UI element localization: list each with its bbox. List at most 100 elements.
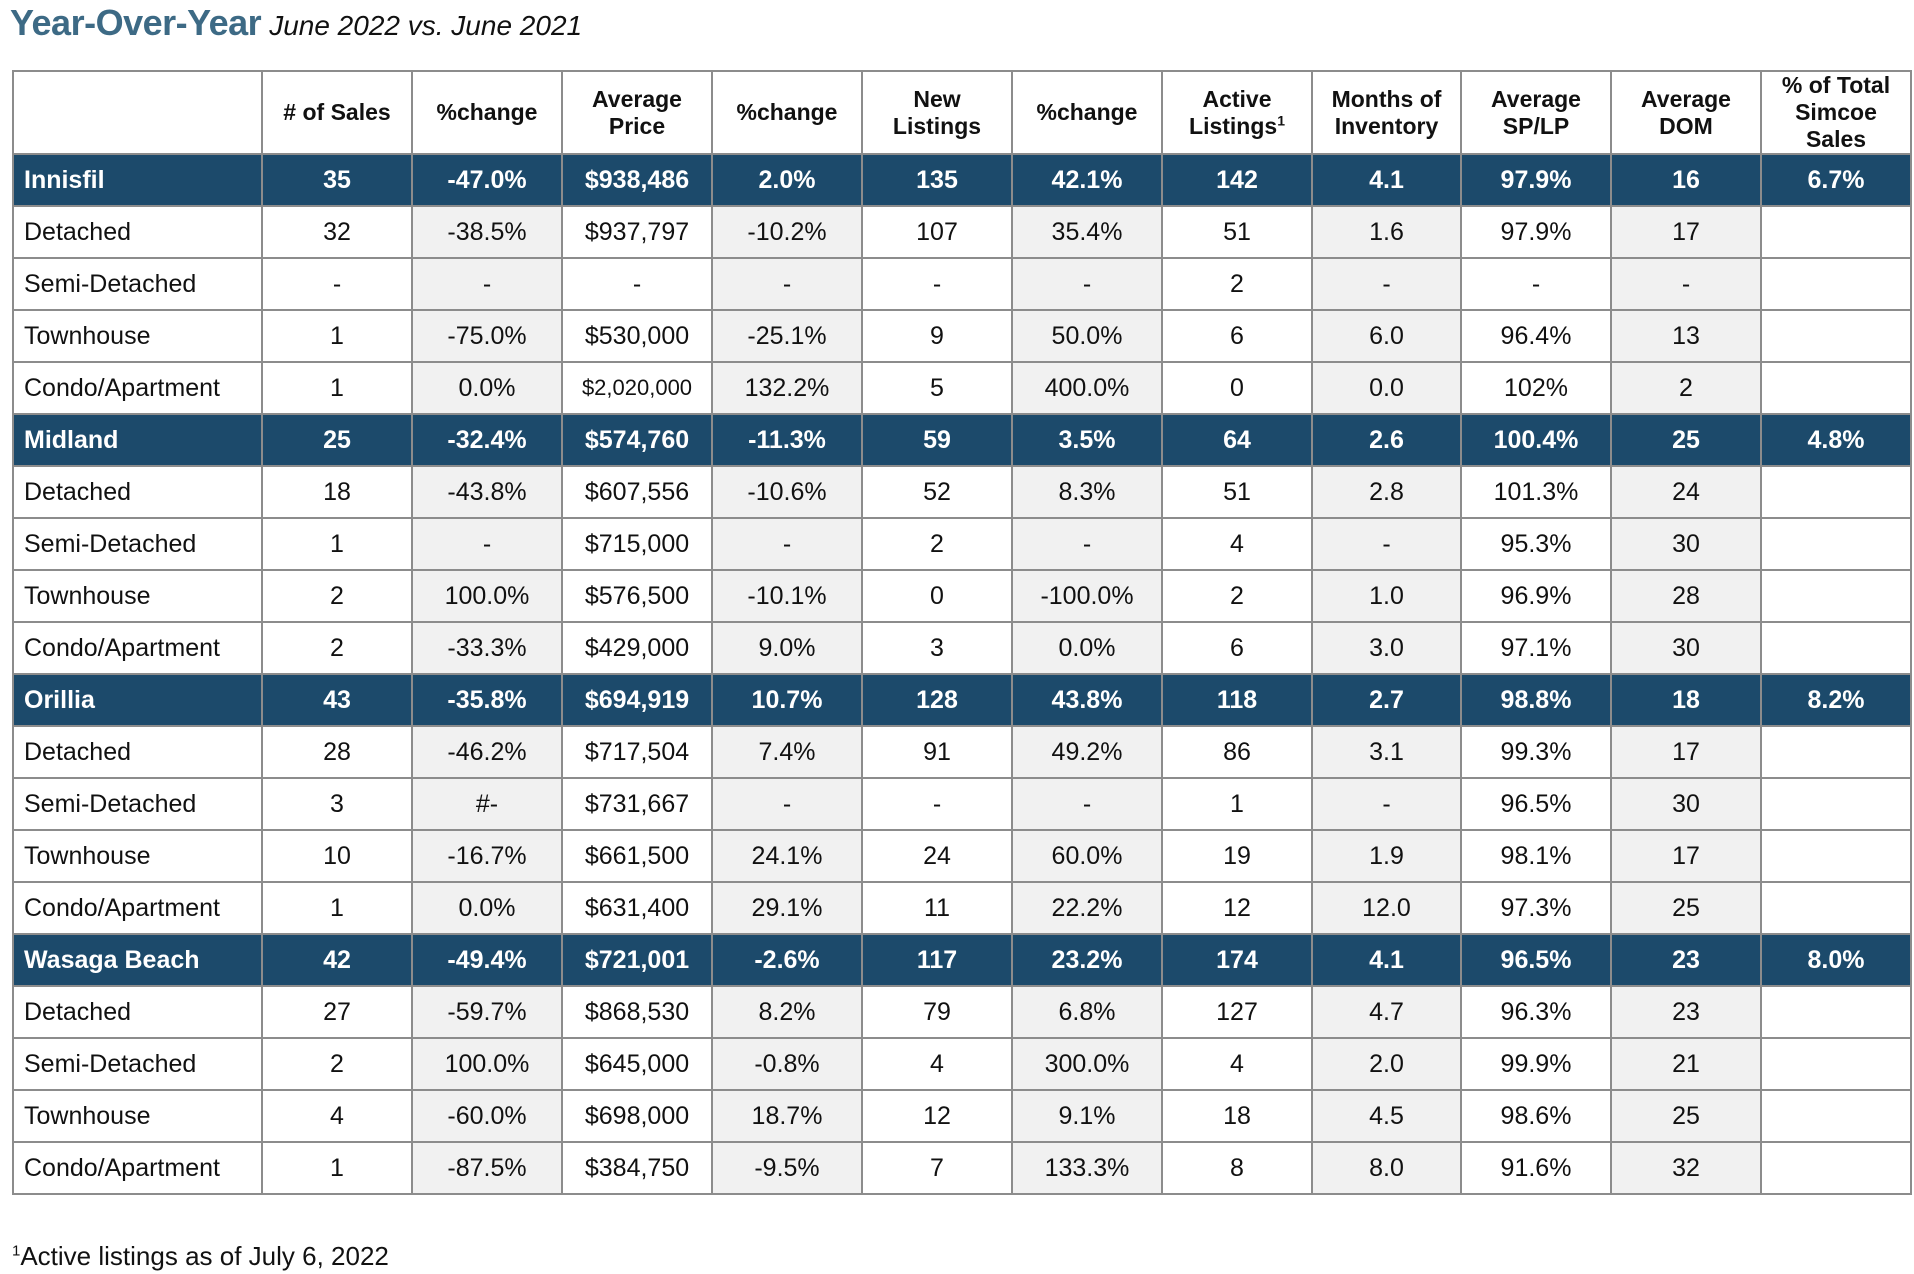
table-cell: 32 [1610, 1141, 1762, 1195]
table-cell: 99.3% [1460, 725, 1612, 779]
table-body: Innisfil 35 -47.0% $938,486 2.0% 135 42.1% 142 4… [12, 153, 1912, 1195]
property-type: Condo/Apartment [12, 1141, 263, 1195]
table-cell: 97.1% [1460, 621, 1612, 675]
table-cell: -2.6% [711, 933, 863, 987]
table-cell: 97.3% [1460, 881, 1612, 935]
table-cell: $731,667 [561, 777, 713, 831]
table-cell: 21 [1610, 1037, 1762, 1091]
table-cell: $661,500 [561, 829, 713, 883]
table-cell [1760, 569, 1912, 623]
table-cell [1760, 205, 1912, 259]
table-cell: 6.8% [1011, 985, 1163, 1039]
region-name: Midland [12, 413, 263, 467]
table-cell: 3 [861, 621, 1013, 675]
property-type-row: Detached 27 -59.7% $868,530 8.2% 79 6.8% 127 4.7… [12, 985, 1912, 1039]
table-cell: 6.0 [1311, 309, 1462, 363]
property-type-row: Semi-Detached 1- $715,000-2-4-95.3% 30 [12, 517, 1912, 571]
table-cell: 96.5% [1460, 777, 1612, 831]
table-cell: 5 [861, 361, 1013, 415]
column-header: Average DOM [1610, 70, 1762, 155]
column-header: % of Total Simcoe Sales [1760, 70, 1912, 155]
table-cell: #- [411, 777, 563, 831]
table-cell: 42.1% [1011, 153, 1163, 207]
table-cell [1760, 881, 1912, 935]
column-header: Average SP/LP [1460, 70, 1612, 155]
table-cell: $2,020,000 [561, 361, 713, 415]
table-cell: 0.0% [1011, 621, 1163, 675]
table-header-row: # of Sales %change Average Price %change New… [12, 70, 1912, 155]
table-cell: 10.7% [711, 673, 863, 727]
property-type: Condo/Apartment [12, 621, 263, 675]
property-type-row: Condo/Apartment 1 0.0% $2,020,000 132.2% 5 400… [12, 361, 1912, 415]
property-type: Townhouse [12, 829, 263, 883]
property-type-row: Townhouse 2 100.0% $576,500 -10.1% 0 -100.0% 2 1… [12, 569, 1912, 623]
table-cell: - [861, 257, 1013, 311]
table-cell: 300.0% [1011, 1037, 1163, 1091]
table-cell: - [711, 777, 863, 831]
column-header: Average Price [561, 70, 713, 155]
table-cell: 12 [1161, 881, 1313, 935]
table-cell: 79 [861, 985, 1013, 1039]
region-summary-row: Innisfil 35 -47.0% $938,486 2.0% 135 42.1% 142 4… [12, 153, 1912, 207]
table-cell: 17 [1610, 205, 1762, 259]
table-cell: 0.0 [1311, 361, 1462, 415]
table-cell: 127 [1161, 985, 1313, 1039]
table-cell: - [1610, 257, 1762, 311]
table-cell: 4 [1161, 1037, 1313, 1091]
table-cell: 51 [1161, 205, 1313, 259]
table-cell: 18 [261, 465, 413, 519]
property-type: Detached [12, 725, 263, 779]
table-cell: 9 [861, 309, 1013, 363]
table-cell: 1 [261, 361, 413, 415]
property-type-row: Condo/Apartment 1 -87.5% $384,750 -9.5% 7 133.… [12, 1141, 1912, 1195]
table-cell: 27 [261, 985, 413, 1039]
table-cell: - [1011, 517, 1163, 571]
table-cell: 18.7% [711, 1089, 863, 1143]
table-cell: 12.0 [1311, 881, 1462, 935]
table-cell: 1.6 [1311, 205, 1462, 259]
footnote: 1Active listings as of July 6, 2022 [12, 1241, 389, 1272]
table-cell: -10.1% [711, 569, 863, 623]
table-cell: 10 [261, 829, 413, 883]
table-cell: - [1311, 777, 1462, 831]
table-cell [1760, 829, 1912, 883]
table-cell: - [1460, 257, 1612, 311]
table-cell [1760, 361, 1912, 415]
table-cell: 43 [261, 673, 413, 727]
table-cell: 2 [261, 1037, 413, 1091]
column-header-label: %change [436, 99, 538, 125]
table-cell: -59.7% [411, 985, 563, 1039]
table-cell: 25 [1610, 413, 1762, 467]
table-cell: 18 [1161, 1089, 1313, 1143]
table-cell: -9.5% [711, 1141, 863, 1195]
table-cell: $721,001 [561, 933, 713, 987]
property-type: Detached [12, 465, 263, 519]
table-cell: 24 [861, 829, 1013, 883]
table-cell: - [1311, 257, 1462, 311]
table-cell: 35.4% [1011, 205, 1163, 259]
table-cell: 1 [261, 1141, 413, 1195]
footnote-marker: 1 [1277, 111, 1285, 128]
table-cell [1760, 1141, 1912, 1195]
table-cell: 17 [1610, 829, 1762, 883]
table-cell: 30 [1610, 621, 1762, 675]
table-cell: 91 [861, 725, 1013, 779]
table-cell: 96.5% [1460, 933, 1612, 987]
table-cell: 2.7 [1311, 673, 1462, 727]
table-cell: - [861, 777, 1013, 831]
column-header: %change [411, 70, 563, 155]
table-cell: 1 [261, 881, 413, 935]
table-cell: 96.3% [1460, 985, 1612, 1039]
property-type-row: Detached 32 -38.5% $937,797 -10.2% 107 35.4% 51… [12, 205, 1912, 259]
table-cell: 97.9% [1460, 153, 1612, 207]
title-subtitle: June 2022 vs. June 2021 [269, 10, 583, 41]
table-cell: 6.7% [1760, 153, 1912, 207]
table-cell: 0.0% [411, 361, 563, 415]
table-cell: 50.0% [1011, 309, 1163, 363]
property-type: Semi-Detached [12, 257, 263, 311]
table-cell: 4.5 [1311, 1089, 1462, 1143]
table-cell: 6 [1161, 621, 1313, 675]
table-cell: 32 [261, 205, 413, 259]
table-cell: 97.9% [1460, 205, 1612, 259]
property-type-row: Semi-Detached - - - - - -2- - - [12, 257, 1912, 311]
